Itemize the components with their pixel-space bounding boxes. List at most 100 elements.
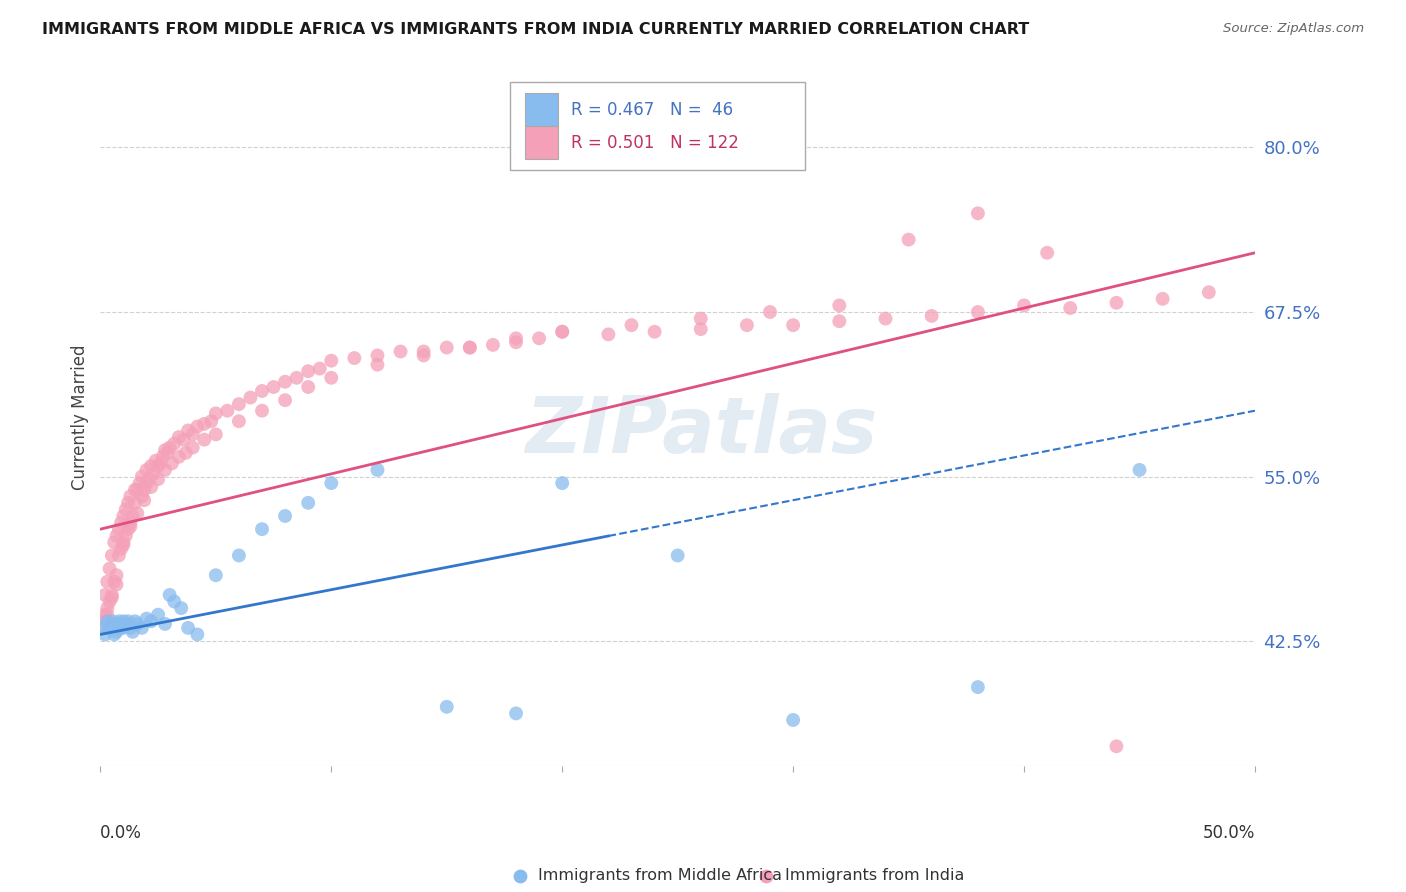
Point bbox=[101, 621, 124, 635]
Point bbox=[174, 446, 197, 460]
Point bbox=[285, 371, 308, 385]
Point bbox=[297, 380, 319, 394]
Point bbox=[181, 427, 204, 442]
Point bbox=[551, 325, 574, 339]
Point bbox=[412, 348, 434, 362]
Point bbox=[114, 502, 136, 516]
Point bbox=[156, 446, 179, 460]
Point bbox=[263, 380, 285, 394]
Point bbox=[134, 483, 156, 497]
Point bbox=[94, 627, 117, 641]
Point bbox=[505, 331, 527, 345]
Point bbox=[308, 361, 330, 376]
Point bbox=[181, 441, 204, 455]
Point bbox=[153, 616, 176, 631]
Point bbox=[297, 496, 319, 510]
Text: Immigrants from India: Immigrants from India bbox=[785, 869, 965, 883]
Point bbox=[1036, 245, 1059, 260]
Point bbox=[458, 341, 481, 355]
Point bbox=[436, 699, 458, 714]
Point bbox=[134, 493, 156, 508]
Point bbox=[228, 397, 250, 411]
Point bbox=[366, 463, 388, 477]
Point bbox=[170, 601, 193, 615]
Point bbox=[114, 616, 136, 631]
Point bbox=[897, 233, 920, 247]
Point bbox=[274, 508, 297, 523]
Point bbox=[101, 591, 124, 605]
Point bbox=[828, 314, 851, 328]
Text: Immigrants from Middle Africa: Immigrants from Middle Africa bbox=[538, 869, 783, 883]
Point bbox=[124, 614, 146, 628]
Point bbox=[96, 607, 118, 622]
Point bbox=[193, 433, 215, 447]
Point bbox=[782, 713, 804, 727]
Point bbox=[108, 549, 131, 563]
Point bbox=[124, 496, 146, 510]
Point bbox=[110, 621, 132, 635]
Point bbox=[128, 476, 150, 491]
Point bbox=[98, 594, 121, 608]
Point bbox=[505, 335, 527, 350]
Point bbox=[120, 489, 142, 503]
Point bbox=[120, 621, 142, 635]
Text: IMMIGRANTS FROM MIDDLE AFRICA VS IMMIGRANTS FROM INDIA CURRENTLY MARRIED CORRELA: IMMIGRANTS FROM MIDDLE AFRICA VS IMMIGRA… bbox=[42, 22, 1029, 37]
Point bbox=[186, 627, 208, 641]
Point bbox=[98, 561, 121, 575]
Point bbox=[108, 614, 131, 628]
Point bbox=[167, 430, 190, 444]
Point bbox=[186, 419, 208, 434]
Point bbox=[321, 353, 343, 368]
Point bbox=[153, 463, 176, 477]
Point bbox=[94, 588, 117, 602]
Point bbox=[412, 344, 434, 359]
Point bbox=[1152, 292, 1174, 306]
Text: R = 0.501   N = 122: R = 0.501 N = 122 bbox=[571, 134, 740, 153]
Point bbox=[250, 403, 273, 417]
Point bbox=[875, 311, 897, 326]
Point bbox=[101, 549, 124, 563]
Point bbox=[96, 574, 118, 589]
Point bbox=[1012, 298, 1035, 312]
Point bbox=[127, 483, 149, 497]
Point bbox=[135, 463, 157, 477]
Point bbox=[782, 318, 804, 333]
Point bbox=[146, 458, 169, 473]
Point bbox=[108, 522, 131, 536]
Point bbox=[551, 476, 574, 491]
Point bbox=[131, 489, 153, 503]
Point bbox=[103, 574, 125, 589]
Point bbox=[117, 522, 139, 536]
Point bbox=[343, 351, 366, 365]
Point bbox=[120, 519, 142, 533]
Point bbox=[127, 507, 149, 521]
Point bbox=[141, 614, 163, 628]
Point bbox=[131, 621, 153, 635]
Point bbox=[163, 436, 186, 450]
Point bbox=[149, 456, 172, 470]
Point bbox=[274, 375, 297, 389]
Point bbox=[366, 358, 388, 372]
Point bbox=[200, 414, 222, 428]
Text: R = 0.467   N =  46: R = 0.467 N = 46 bbox=[571, 102, 734, 120]
Point bbox=[141, 458, 163, 473]
Point bbox=[145, 453, 167, 467]
Point bbox=[105, 616, 128, 631]
Point bbox=[204, 427, 226, 442]
Point bbox=[105, 624, 128, 639]
Point bbox=[1105, 739, 1128, 754]
Point bbox=[114, 529, 136, 543]
Point bbox=[146, 607, 169, 622]
Point bbox=[228, 414, 250, 428]
Point bbox=[1128, 463, 1150, 477]
Point bbox=[505, 706, 527, 721]
Point bbox=[436, 341, 458, 355]
Point bbox=[967, 305, 990, 319]
Point bbox=[967, 206, 990, 220]
FancyBboxPatch shape bbox=[510, 82, 804, 169]
Point bbox=[112, 508, 135, 523]
Point bbox=[131, 469, 153, 483]
Point bbox=[105, 577, 128, 591]
Point bbox=[389, 344, 412, 359]
Point bbox=[135, 612, 157, 626]
